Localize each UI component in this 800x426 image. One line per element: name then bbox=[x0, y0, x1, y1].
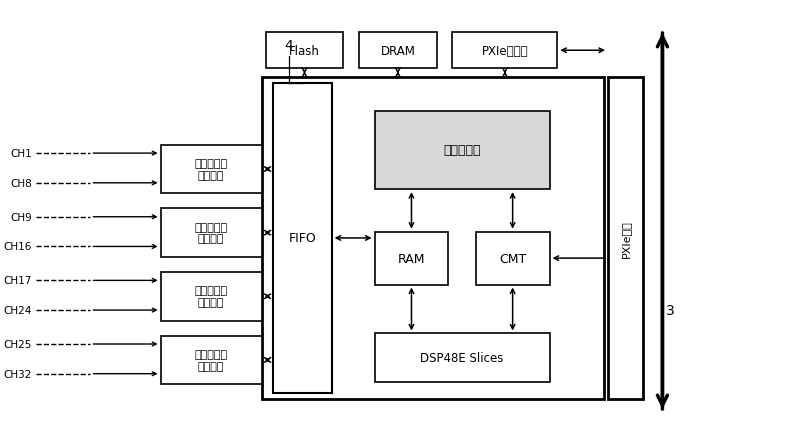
Text: CH9: CH9 bbox=[10, 212, 32, 222]
Text: CH16: CH16 bbox=[4, 242, 32, 252]
Text: 信号调理与
采集模块: 信号调理与 采集模块 bbox=[194, 286, 228, 308]
Text: DRAM: DRAM bbox=[381, 45, 415, 58]
Text: CMT: CMT bbox=[499, 252, 526, 265]
FancyBboxPatch shape bbox=[161, 145, 262, 194]
Text: 4: 4 bbox=[285, 39, 294, 53]
Text: RAM: RAM bbox=[398, 252, 426, 265]
Text: 主控制单元: 主控制单元 bbox=[443, 144, 481, 157]
Text: CH8: CH8 bbox=[10, 178, 32, 188]
FancyBboxPatch shape bbox=[161, 336, 262, 384]
FancyBboxPatch shape bbox=[266, 33, 343, 69]
Text: CH17: CH17 bbox=[4, 276, 32, 286]
FancyBboxPatch shape bbox=[374, 334, 550, 382]
Text: Flash: Flash bbox=[289, 45, 320, 58]
Text: DSP48E Slices: DSP48E Slices bbox=[420, 351, 504, 364]
Text: PXIe背板: PXIe背板 bbox=[621, 219, 630, 257]
FancyBboxPatch shape bbox=[608, 78, 643, 399]
Text: 3: 3 bbox=[666, 303, 674, 317]
FancyBboxPatch shape bbox=[274, 84, 332, 393]
FancyBboxPatch shape bbox=[452, 33, 558, 69]
Text: CH24: CH24 bbox=[4, 305, 32, 315]
FancyBboxPatch shape bbox=[161, 209, 262, 257]
FancyBboxPatch shape bbox=[374, 232, 449, 285]
Text: 信号调理与
采集模块: 信号调理与 采集模块 bbox=[194, 349, 228, 371]
Text: CH32: CH32 bbox=[4, 369, 32, 379]
Text: FIFO: FIFO bbox=[289, 232, 317, 245]
FancyBboxPatch shape bbox=[161, 272, 262, 321]
FancyBboxPatch shape bbox=[476, 232, 550, 285]
Text: CH25: CH25 bbox=[4, 339, 32, 349]
FancyBboxPatch shape bbox=[262, 78, 604, 399]
Text: 信号调理与
采集模块: 信号调理与 采集模块 bbox=[194, 159, 228, 180]
Text: PXIe控制器: PXIe控制器 bbox=[482, 45, 528, 58]
Text: CH1: CH1 bbox=[10, 149, 32, 159]
FancyBboxPatch shape bbox=[374, 112, 550, 190]
FancyBboxPatch shape bbox=[359, 33, 437, 69]
Text: 信号调理与
采集模块: 信号调理与 采集模块 bbox=[194, 222, 228, 244]
